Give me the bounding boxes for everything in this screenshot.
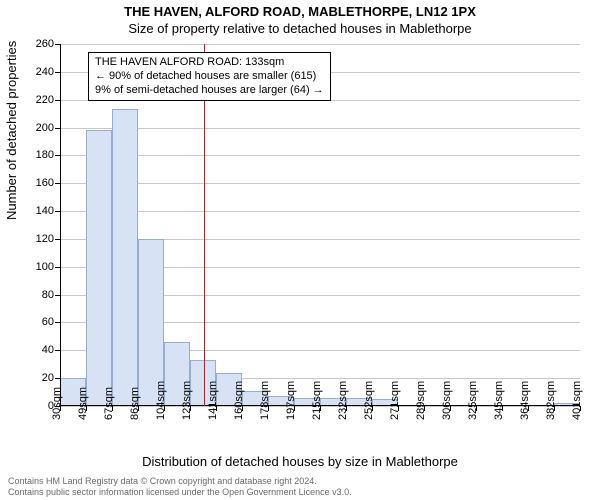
y-tick-label: 60 [14,316,54,328]
y-tick-label: 100 [14,261,54,273]
page-title-address: THE HAVEN, ALFORD ROAD, MABLETHORPE, LN1… [0,0,600,19]
histogram-bar [86,130,112,406]
grid-line [60,211,580,212]
annotation-line: ← 90% of detached houses are smaller (61… [95,70,324,84]
y-tick-label: 80 [14,289,54,301]
y-tick-label: 40 [14,344,54,356]
y-tick-label: 0 [14,400,54,412]
footer-line: Contains HM Land Registry data © Crown c… [8,476,352,487]
y-tick-label: 240 [14,66,54,78]
annotation-box: THE HAVEN ALFORD ROAD: 133sqm ← 90% of d… [88,52,331,101]
grid-line [60,155,580,156]
x-axis-label: Distribution of detached houses by size … [0,454,600,469]
y-tick-label: 20 [14,372,54,384]
y-tick-label: 180 [14,149,54,161]
y-axis-line [60,44,61,406]
y-tick-label: 260 [14,38,54,50]
grid-line [60,44,580,45]
y-tick-label: 200 [14,122,54,134]
y-tick-label: 120 [14,233,54,245]
grid-line [60,183,580,184]
histogram-bar [112,109,138,406]
y-tick-label: 220 [14,94,54,106]
annotation-line: 9% of semi-detached houses are larger (6… [95,84,324,98]
footer-line: Contains public sector information licen… [8,487,352,498]
y-tick-label: 140 [14,205,54,217]
grid-line [60,128,580,129]
y-tick-label: 160 [14,177,54,189]
annotation-line: THE HAVEN ALFORD ROAD: 133sqm [95,56,324,70]
page-title-subtitle: Size of property relative to detached ho… [0,19,600,36]
footer-attribution: Contains HM Land Registry data © Crown c… [8,476,352,498]
